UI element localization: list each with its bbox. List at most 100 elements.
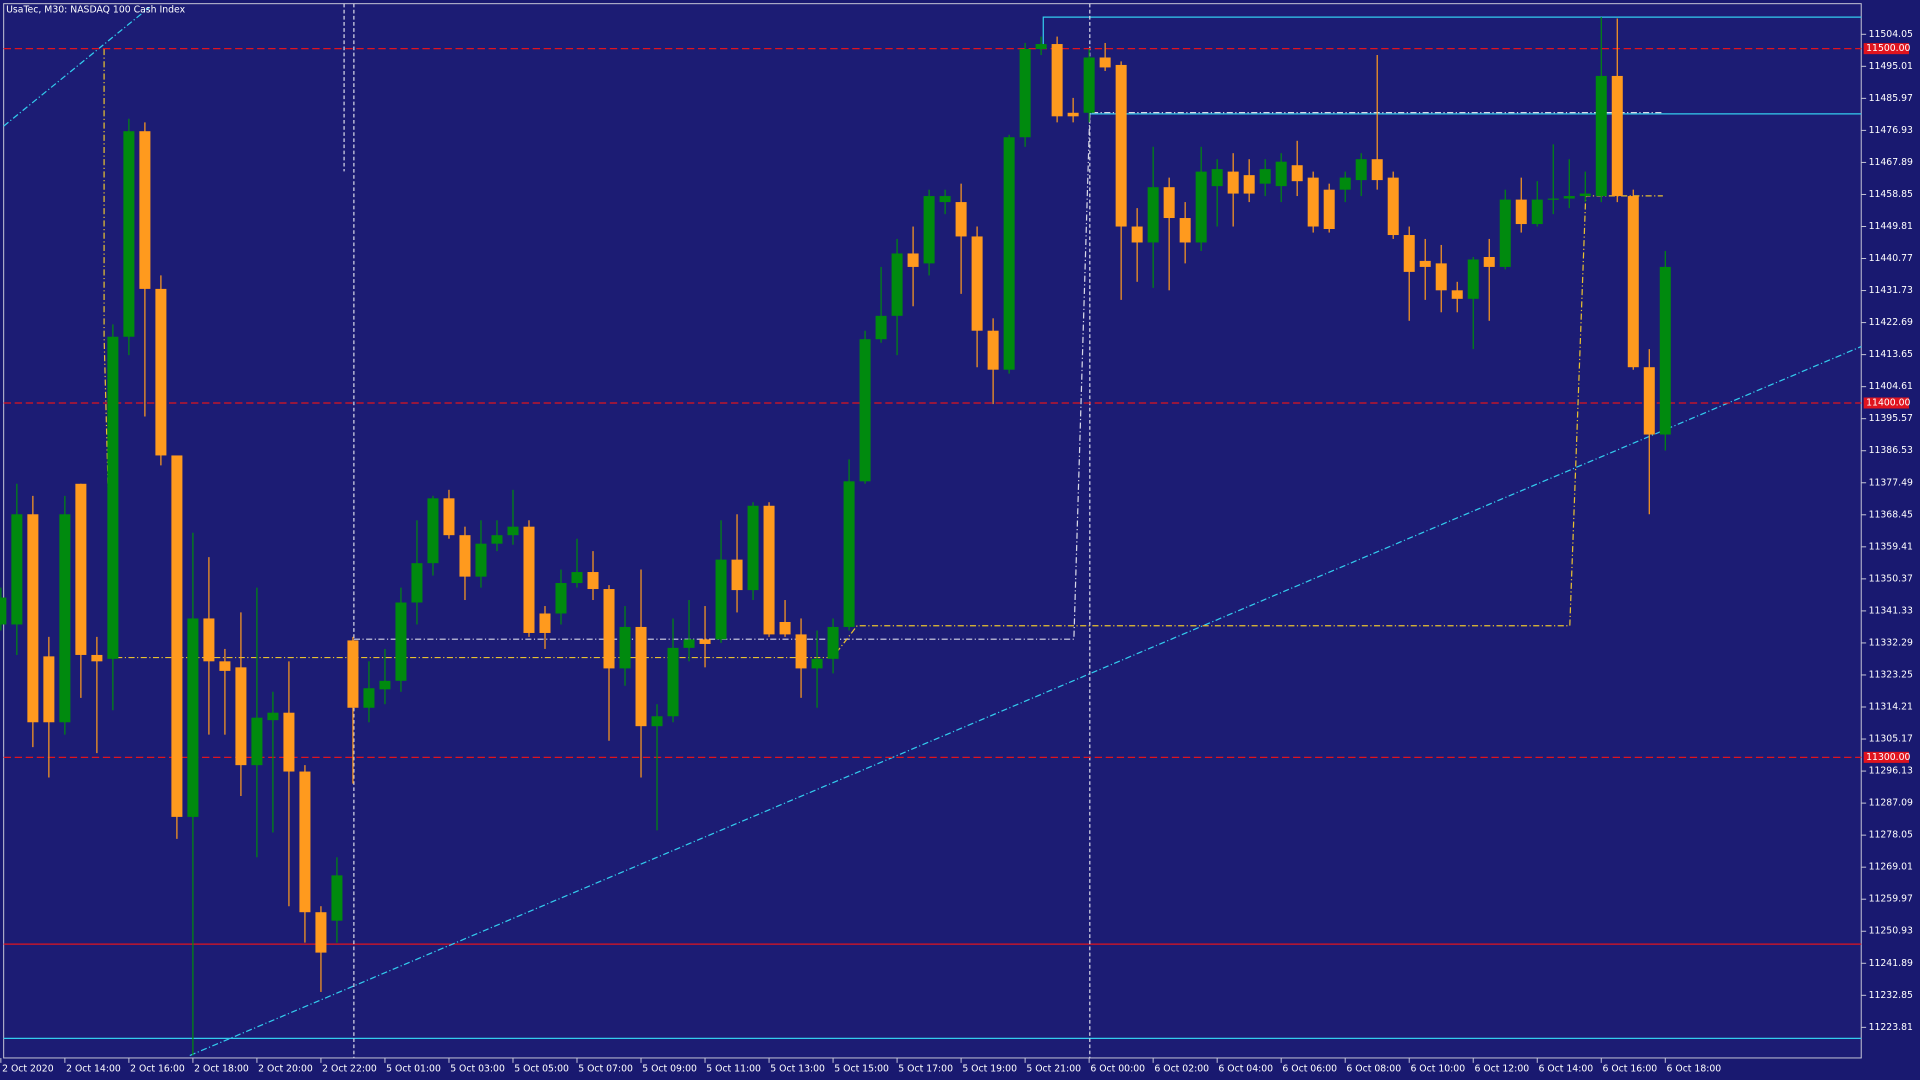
chart-title: UsaTec, M30: NASDAQ 100 Cash Index	[6, 4, 185, 15]
candle-body	[1371, 159, 1383, 181]
candle-body	[507, 526, 519, 536]
candle-body	[107, 336, 119, 659]
candle-body	[715, 559, 727, 640]
candle-body	[1403, 235, 1415, 272]
price-level-box	[1863, 751, 1909, 763]
candle-body	[1099, 57, 1111, 68]
x-tick-label: 5 Oct 01:00	[386, 1063, 441, 1074]
candle-body	[267, 712, 279, 721]
candle-body	[539, 613, 551, 633]
candle-body	[875, 315, 887, 340]
y-tick-label: 11350.37	[1869, 573, 1913, 584]
candle-body	[1195, 171, 1207, 243]
candle-body	[1659, 266, 1671, 435]
candle-body	[187, 618, 199, 817]
y-tick-label: 11269.01	[1869, 862, 1913, 873]
x-tick-label: 5 Oct 09:00	[642, 1063, 697, 1074]
candle-body	[1115, 64, 1127, 227]
x-tick-label: 5 Oct 15:00	[834, 1063, 889, 1074]
candle-body	[219, 661, 231, 671]
x-tick-label: 2 Oct 20:00	[258, 1063, 313, 1074]
x-tick-label: 5 Oct 21:00	[1026, 1063, 1081, 1074]
candle-body	[171, 455, 183, 817]
candle-body	[283, 712, 295, 772]
candle-body	[11, 514, 23, 625]
candle-body	[955, 202, 967, 237]
price-level-box	[1863, 397, 1909, 409]
resistance-line	[1042, 16, 1862, 49]
x-tick-label: 2 Oct 16:00	[130, 1063, 185, 1074]
candle-body	[1435, 263, 1447, 291]
candle-body	[1451, 290, 1463, 299]
x-tick-label: 6 Oct 14:00	[1538, 1063, 1593, 1074]
y-tick-label: 11395.57	[1869, 413, 1913, 424]
x-tick-label: 2 Oct 14:00	[66, 1063, 121, 1074]
candle-body	[1339, 177, 1351, 190]
candle-body	[123, 131, 135, 337]
candle-body	[315, 912, 327, 953]
candle-body	[27, 514, 39, 723]
candle-body	[491, 535, 503, 544]
x-tick-label: 5 Oct 13:00	[770, 1063, 825, 1074]
y-tick-label: 11495.01	[1869, 61, 1913, 72]
candle-body	[443, 498, 455, 536]
y-tick-label: 11422.69	[1869, 317, 1913, 328]
candle-body	[1547, 198, 1559, 200]
candle-body	[43, 656, 55, 723]
price-level-label: 11500.00	[1866, 43, 1910, 54]
x-tick-label: 5 Oct 17:00	[898, 1063, 953, 1074]
candle-body	[843, 481, 855, 627]
candle-body	[1147, 187, 1159, 243]
y-tick-label: 11504.05	[1869, 29, 1913, 40]
x-tick-label: 6 Oct 12:00	[1474, 1063, 1529, 1074]
candle-body	[827, 626, 839, 659]
candle-body	[1083, 57, 1095, 113]
trend-line	[3, 6, 150, 127]
y-tick-label: 11431.73	[1869, 285, 1913, 296]
candle-body	[1019, 48, 1031, 138]
candle-body	[1483, 257, 1495, 267]
x-tick-label: 2 Oct 18:00	[194, 1063, 249, 1074]
candle-body	[763, 505, 775, 635]
candle-body	[795, 634, 807, 669]
y-tick-label: 11305.17	[1869, 734, 1913, 745]
candle-body	[1595, 75, 1607, 197]
candle-body	[427, 498, 439, 564]
candle-body	[779, 621, 791, 635]
candle-body	[155, 288, 167, 456]
candle-body	[59, 514, 71, 723]
y-tick-label: 11223.81	[1869, 1022, 1913, 1033]
y-tick-label: 11241.89	[1869, 958, 1913, 969]
x-tick-label: 5 Oct 11:00	[706, 1063, 761, 1074]
candle-body	[139, 131, 151, 289]
y-tick-label: 11259.97	[1869, 894, 1913, 905]
candle-body	[75, 483, 87, 655]
y-tick-label: 11232.85	[1869, 990, 1913, 1001]
candle-body	[747, 505, 759, 591]
y-tick-label: 11485.97	[1869, 93, 1913, 104]
drawing-objects	[3, 3, 1862, 1058]
candle-body	[1323, 189, 1335, 230]
candle-body	[459, 535, 471, 577]
candle-body	[699, 639, 711, 644]
candle-body	[635, 626, 647, 727]
trend-line	[189, 345, 1862, 1057]
candle-body	[1355, 159, 1367, 181]
x-tick-label: 6 Oct 10:00	[1410, 1063, 1465, 1074]
candle-body	[347, 640, 359, 708]
candle-body	[1243, 175, 1255, 194]
x-tick-label: 6 Oct 02:00	[1154, 1063, 1209, 1074]
candle-body	[475, 543, 487, 577]
candle-body	[1163, 187, 1175, 219]
price-level-label: 11300.00	[1866, 752, 1910, 763]
x-tick-label: 5 Oct 03:00	[450, 1063, 505, 1074]
x-tick-label: 6 Oct 18:00	[1667, 1063, 1722, 1074]
candle-body	[603, 589, 615, 669]
candle-body	[1035, 44, 1047, 49]
y-tick-label: 11296.13	[1869, 766, 1913, 777]
candle-body	[1579, 193, 1591, 197]
candle-body	[667, 647, 679, 717]
candle-body	[571, 572, 583, 584]
y-tick-label: 11404.61	[1869, 381, 1913, 392]
y-tick-label: 11467.89	[1869, 157, 1913, 168]
